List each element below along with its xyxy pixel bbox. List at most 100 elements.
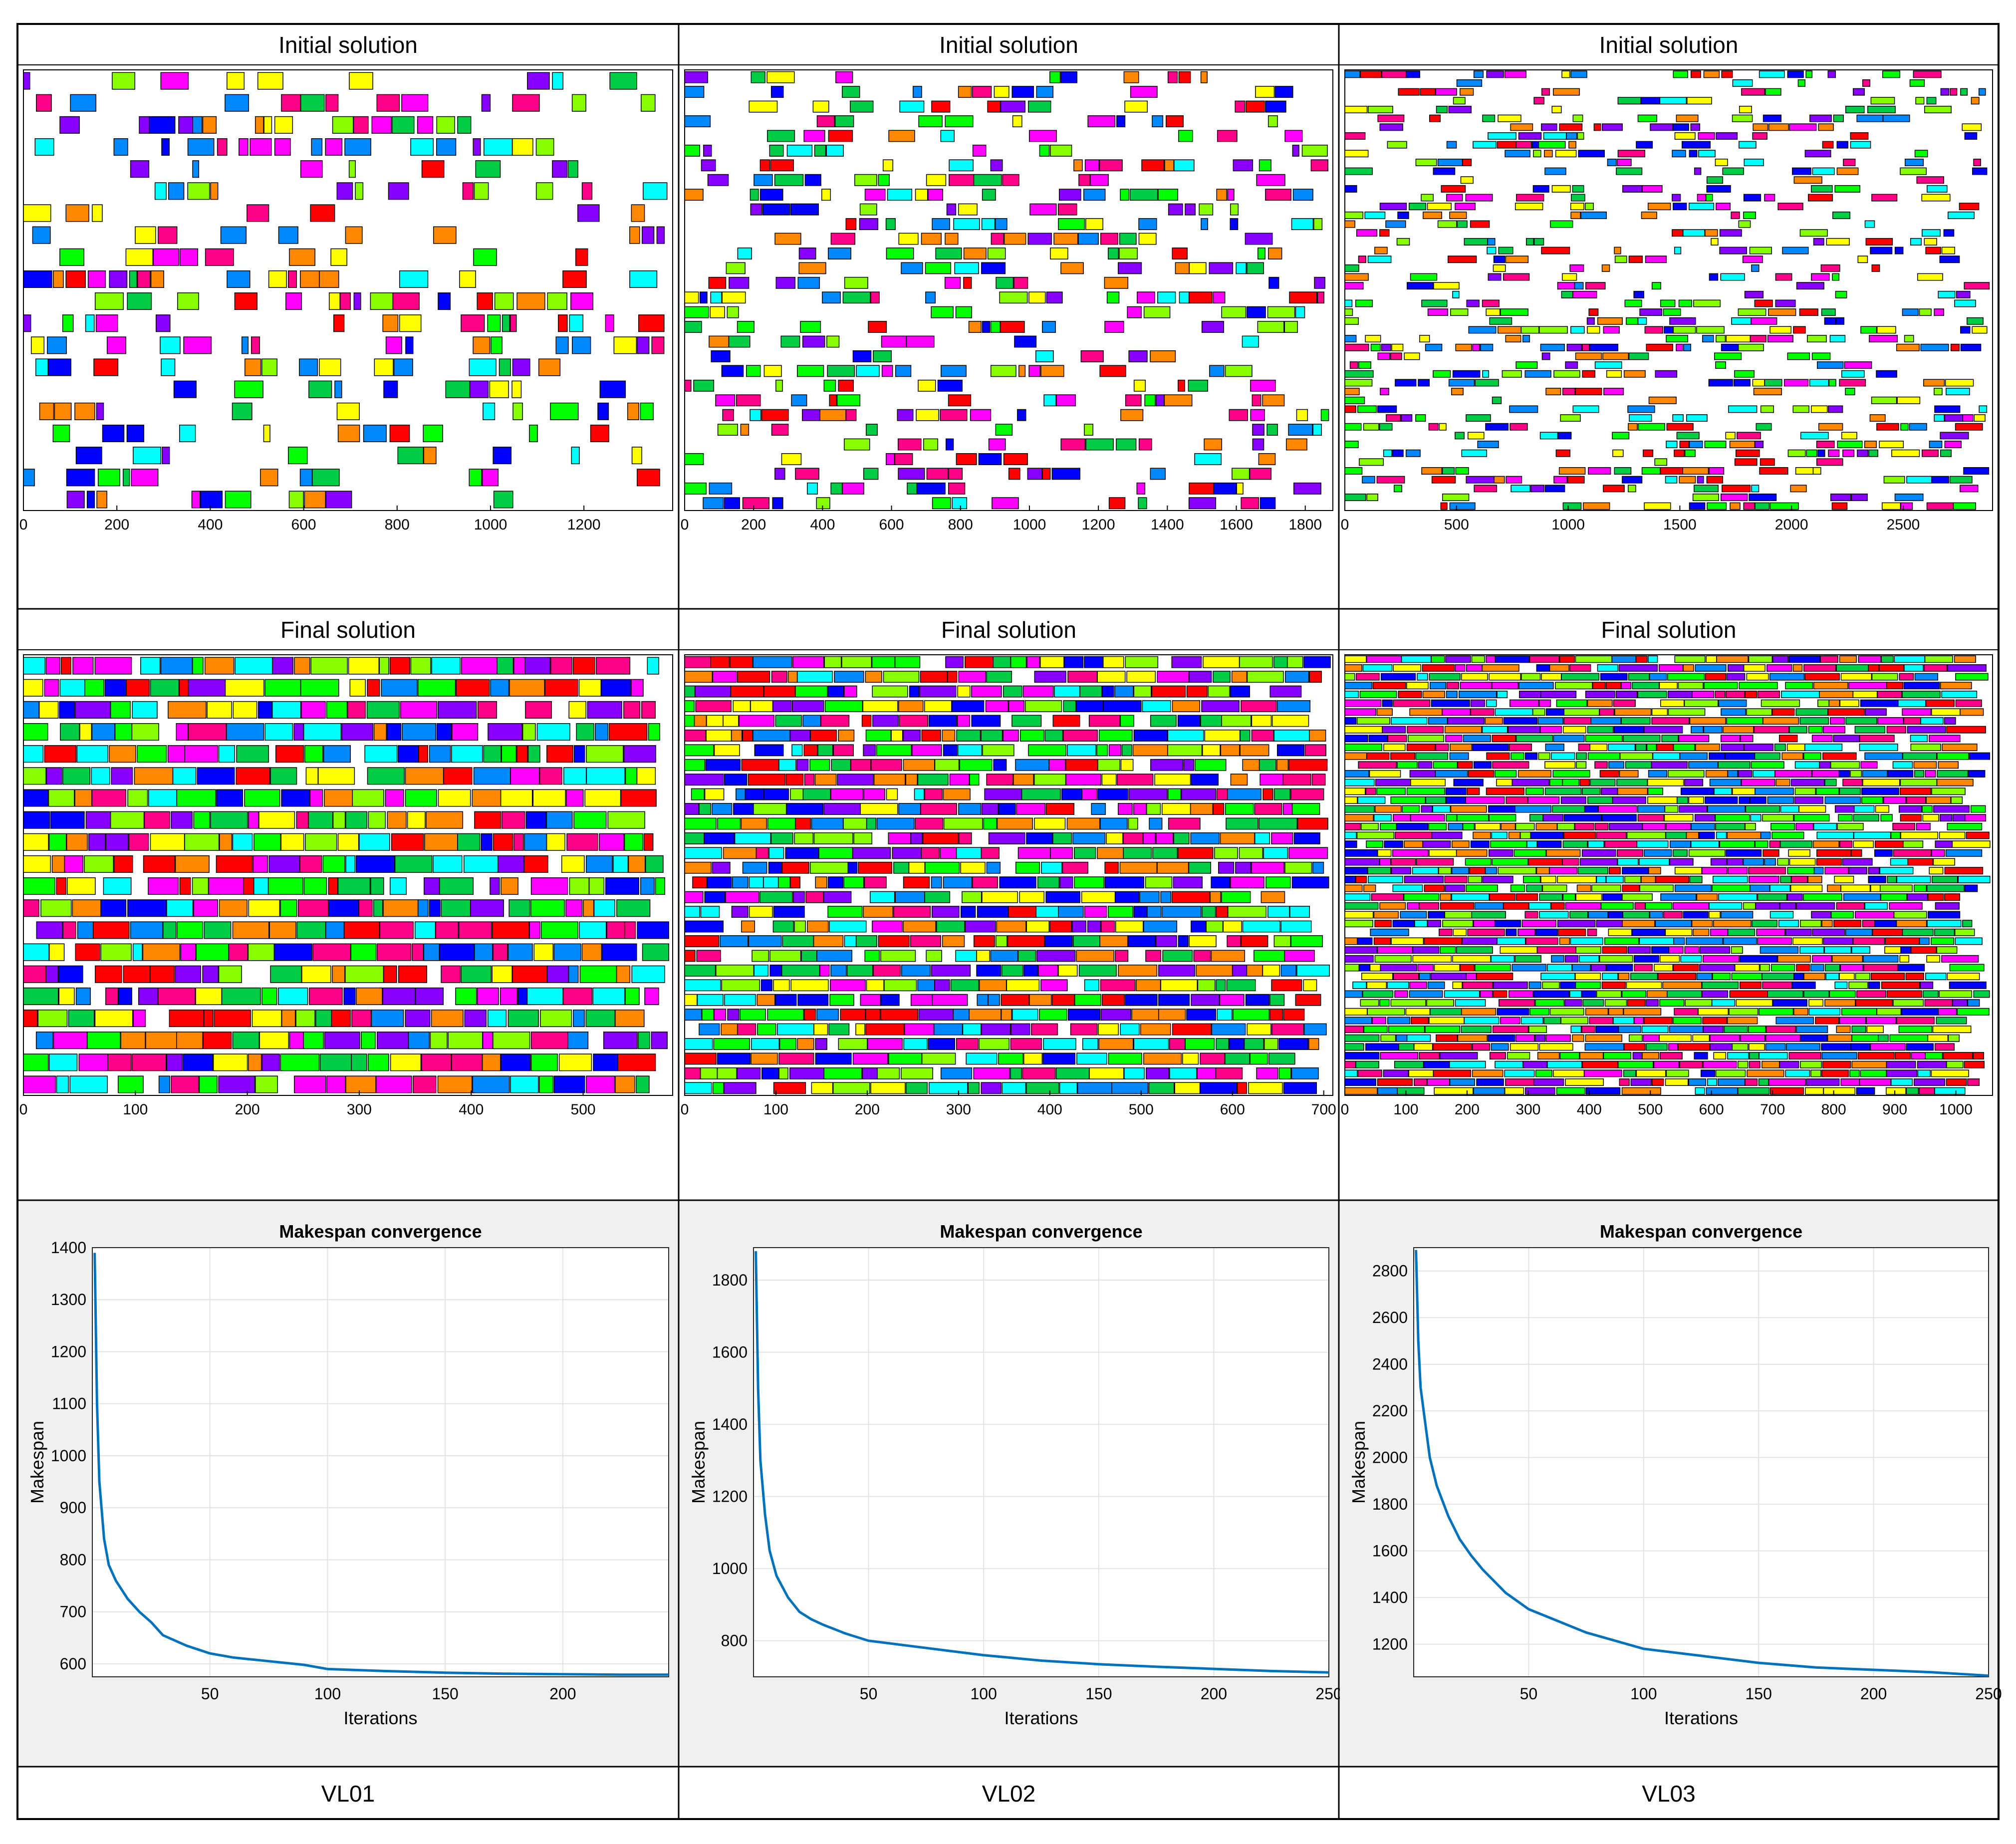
gantt-operation-block: [1948, 1034, 1960, 1042]
gantt-operation-block: [736, 394, 761, 407]
gantt-operation-block: [1230, 203, 1239, 216]
gantt-operation-block: [1689, 441, 1703, 449]
gantt-operation-block: [1876, 370, 1897, 378]
gantt-operation-block: [1247, 671, 1284, 683]
gantt-operation-block: [1541, 352, 1550, 360]
gantt-operation-block: [1811, 352, 1831, 360]
gantt-operation-block: [458, 921, 492, 939]
gantt-operation-block: [1059, 876, 1073, 889]
gantt-operation-block: [1488, 273, 1502, 281]
gantt-operation-block: [1016, 803, 1046, 815]
gantt-operation-block: [996, 276, 1014, 289]
gantt-operation-block: [623, 701, 641, 719]
gantt-operation-block: [1821, 1052, 1857, 1059]
gantt-operation-block: [1492, 735, 1516, 743]
gantt-operation-block: [1397, 211, 1409, 219]
gantt-operation-block: [103, 877, 132, 895]
gantt-operation-block: [300, 94, 325, 112]
gantt-operation-block: [1754, 299, 1773, 307]
gantt-operation-block: [1365, 335, 1381, 343]
gantt-operation-block: [917, 774, 949, 786]
gantt-operation-block: [1037, 876, 1060, 889]
gantt-operation-block: [345, 226, 363, 244]
gantt-operation-block: [1627, 405, 1655, 413]
gantt-operation-block: [1039, 1009, 1067, 1021]
gantt-operation-block: [1344, 370, 1374, 378]
gantt-operation-block: [1749, 875, 1779, 883]
gantt-operation-block: [261, 987, 277, 1005]
gantt-operation-block: [1394, 990, 1408, 998]
gantt-operation-block: [255, 1075, 278, 1093]
gantt-operation-block: [986, 671, 1012, 683]
gantt-operation-block: [926, 174, 947, 186]
gantt-operation-block: [856, 935, 877, 947]
gantt-operation-block: [1726, 849, 1762, 857]
gantt-operation-block: [586, 745, 624, 763]
gantt-operation-block: [1425, 796, 1446, 804]
gantt-operation-block: [1744, 743, 1774, 751]
gantt-operation-block: [1537, 1052, 1560, 1059]
gantt-operation-block: [438, 292, 451, 310]
gantt-operation-block: [1580, 211, 1607, 219]
gantt-operation-block: [175, 855, 210, 873]
gantt-operation-block: [1604, 999, 1627, 1007]
gantt-operation-block: [1344, 726, 1383, 734]
gantt-operation-block: [400, 701, 438, 719]
gantt-operation-block: [1419, 902, 1440, 910]
gantt-operation-block: [66, 469, 95, 487]
gantt-operation-block: [93, 358, 119, 376]
gantt-operation-block: [877, 1067, 900, 1079]
gantt-operation-block: [772, 920, 794, 933]
gantt-operation-block: [448, 1032, 483, 1050]
gantt-operation-block: [1366, 840, 1383, 848]
gantt-operation-block: [603, 1032, 638, 1050]
gantt-operation-block: [822, 291, 841, 304]
gantt-operation-block: [1373, 814, 1392, 822]
gantt-operation-block: [1660, 893, 1697, 901]
gantt-operation-block: [1891, 1078, 1913, 1086]
gantt-operation-block: [1473, 70, 1484, 78]
gantt-operation-block: [1727, 858, 1744, 866]
gantt-operation-block: [509, 679, 545, 697]
gantt-operation-block: [1210, 891, 1221, 903]
gantt-operation-block: [789, 729, 811, 742]
gantt-operation-block: [1268, 247, 1282, 260]
gantt-operation-block: [971, 685, 1002, 698]
gantt-operation-block: [1265, 876, 1291, 889]
gantt-operation-block: [1700, 1069, 1716, 1077]
gantt-operation-block: [1909, 423, 1927, 431]
gantt-operation-block: [1648, 770, 1667, 778]
gantt-operation-block: [1689, 875, 1703, 883]
gantt-operation-block: [1461, 673, 1488, 681]
gantt-operation-block: [405, 767, 444, 785]
gantt-operation-block: [852, 847, 891, 859]
gantt-operation-block: [455, 987, 477, 1005]
gantt-operation-block: [1266, 424, 1278, 436]
gantt-operation-block: [1943, 1052, 1973, 1059]
gantt-operation-block: [1455, 999, 1486, 1007]
gantt-operation-block: [1962, 920, 1973, 928]
gantt-operation-block: [805, 891, 824, 903]
gantt-operation-block: [1154, 774, 1191, 786]
gantt-operation-block: [1273, 656, 1288, 668]
gantt-operation-block: [953, 218, 980, 230]
gantt-operation-block: [1614, 256, 1627, 263]
gantt-operation-block: [1674, 132, 1696, 140]
gantt-operation-block: [1515, 822, 1535, 830]
gantt-operation-block: [95, 965, 122, 983]
gantt-operation-block: [982, 189, 996, 201]
gantt-operation-block: [1933, 805, 1970, 813]
gantt-operation-block: [1659, 999, 1685, 1007]
gantt-operation-block: [881, 365, 893, 377]
gantt-operation-block: [461, 314, 485, 332]
gantt-operation-block: [40, 899, 72, 917]
gantt-operation-block: [1245, 233, 1273, 245]
gantt-operation-block: [728, 335, 751, 348]
gantt-operation-block: [1421, 299, 1448, 307]
gantt-operation-block: [709, 482, 733, 495]
gantt-operation-block: [1457, 1034, 1488, 1042]
gantt-operation-block: [615, 1075, 635, 1093]
gantt-operation-block: [1274, 86, 1293, 98]
gantt-operation-block: [1171, 891, 1211, 903]
gantt-operation-block: [1653, 1060, 1680, 1068]
